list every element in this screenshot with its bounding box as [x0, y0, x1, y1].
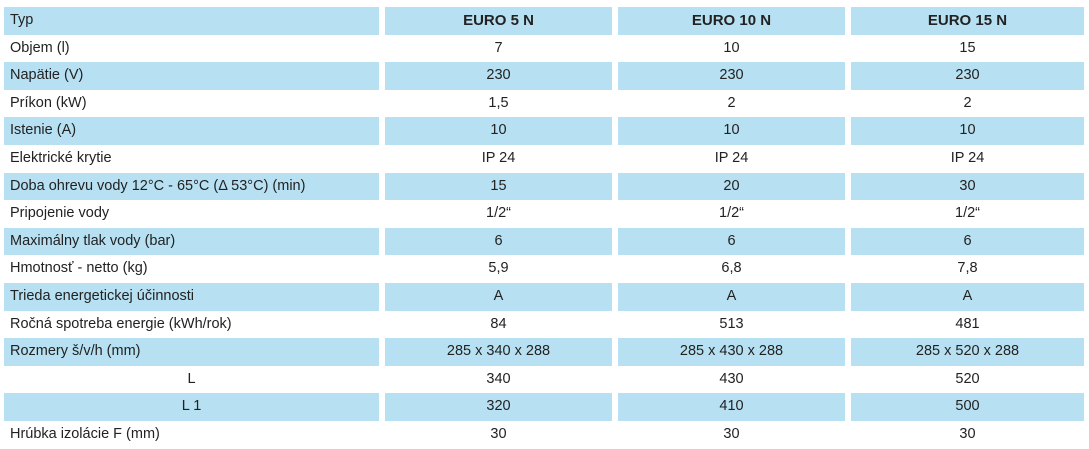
row-label: L	[4, 365, 385, 394]
value-euro-10-n: 230	[618, 62, 851, 90]
value-euro-5-n: 1/2“	[385, 200, 618, 228]
table-row: Trieda energetickej účinnosti A A A	[4, 282, 1084, 311]
row-label: Príkon (kW)	[4, 89, 385, 118]
value-euro-15-n: 15	[959, 39, 976, 56]
value-euro-5-n: 15	[385, 172, 618, 201]
value-euro-15-n: A	[851, 282, 1084, 311]
value-euro-15-n: 230	[851, 62, 1084, 90]
row-label: Doba ohrevu vody 12°C - 65°C (Δ 53°C) (m…	[4, 172, 385, 201]
row-label: Istenie (A)	[4, 117, 385, 145]
value-euro-10-n: 30	[618, 420, 851, 449]
table-row: Istenie (A) 10 10 10	[4, 117, 1084, 145]
value-euro-10-n: A	[618, 282, 851, 311]
row-label: Ročná spotreba energie (kWh/rok)	[4, 310, 385, 339]
value-euro-15-n: 10	[851, 117, 1084, 145]
row-label: Elektrické krytie	[4, 144, 385, 173]
header-model-euro-15-n: EURO 15 N	[851, 7, 1084, 35]
value-euro-5-n: 230	[385, 62, 618, 90]
table-row: Objem (l) 7 10 15	[4, 34, 1084, 63]
value-euro-10-n: 285 x 430 x 288	[618, 338, 851, 366]
table-row: Pripojenie vody 1/2“ 1/2“ 1/2“	[4, 200, 1084, 228]
value-euro-15-n: 6	[851, 227, 1084, 256]
value-euro-10-n: 410	[618, 393, 851, 421]
spec-table: Typ EURO 5 N EURO 10 N EURO 15 N Objem (…	[4, 7, 1084, 449]
value-euro-15-n: 520	[955, 370, 980, 387]
table-row: Elektrické krytie IP 24 IP 24 IP 24	[4, 144, 1084, 173]
spec-table-body: Typ EURO 5 N EURO 10 N EURO 15 N Objem (…	[4, 7, 1084, 449]
value-euro-5-n: 320	[385, 393, 618, 421]
table-row: Hmotnosť - netto (kg) 5,9 6,8 7,8	[4, 255, 1084, 283]
value-euro-15-n: IP 24	[950, 149, 985, 166]
row-label: Objem (l)	[4, 34, 385, 63]
value-euro-15-n: 500	[851, 393, 1084, 421]
value-euro-15-n: 1/2“	[955, 205, 980, 222]
row-label: Hmotnosť - netto (kg)	[4, 255, 385, 283]
value-euro-5-n: 5,9	[385, 255, 618, 283]
value-euro-10-n: 10	[618, 34, 851, 63]
value-euro-10-n: 6	[618, 227, 851, 256]
value-euro-15-n: 30	[851, 172, 1084, 201]
value-euro-5-n: 1,5	[385, 89, 618, 118]
header-label-cell: Typ	[4, 7, 385, 35]
row-label: Maximálny tlak vody (bar)	[4, 227, 385, 256]
table-row: Príkon (kW) 1,5 2 2	[4, 89, 1084, 118]
value-euro-10-n: IP 24	[618, 144, 851, 173]
value-euro-5-n: IP 24	[385, 144, 618, 173]
value-euro-15-n: 285 x 520 x 288	[851, 338, 1084, 366]
value-euro-10-n: 20	[618, 172, 851, 201]
row-label: Hrúbka izolácie F (mm)	[4, 420, 385, 449]
value-euro-10-n: 2	[618, 89, 851, 118]
value-euro-10-n: 10	[618, 117, 851, 145]
row-label: Napätie (V)	[4, 62, 385, 90]
value-euro-10-n: 6,8	[618, 255, 851, 283]
table-row: Ročná spotreba energie (kWh/rok) 84 513 481	[4, 310, 1084, 339]
value-euro-5-n: 7	[385, 34, 618, 63]
value-euro-5-n: 84	[385, 310, 618, 339]
row-label: Trieda energetickej účinnosti	[4, 282, 385, 311]
table-row: L 340 430 520	[4, 365, 1084, 394]
value-euro-5-n: 10	[385, 117, 618, 145]
table-header-row: Typ EURO 5 N EURO 10 N EURO 15 N	[4, 7, 1084, 35]
table-row: Rozmery š/v/h (mm) 285 x 340 x 288 285 x 4…	[4, 338, 1084, 366]
header-model-euro-10-n: EURO 10 N	[618, 7, 851, 35]
value-euro-15-n: 481	[955, 315, 980, 332]
table-row: Hrúbka izolácie F (mm) 30 30 30	[4, 420, 1084, 449]
row-label: L 1	[4, 393, 385, 421]
value-euro-15-n: 30	[959, 425, 976, 442]
value-euro-5-n: 285 x 340 x 288	[385, 338, 618, 366]
value-euro-5-n: 30	[385, 420, 618, 449]
value-euro-5-n: 6	[385, 227, 618, 256]
row-label: Pripojenie vody	[4, 200, 385, 228]
table-row: L 1 320 410 500	[4, 393, 1084, 421]
value-euro-15-n: 7,8	[957, 260, 978, 277]
header-model-euro-5-n: EURO 5 N	[385, 7, 618, 35]
table-row: Maximálny tlak vody (bar) 6 6 6	[4, 227, 1084, 256]
table-row: Doba ohrevu vody 12°C - 65°C (Δ 53°C) (m…	[4, 172, 1084, 201]
value-euro-5-n: 340	[385, 365, 618, 394]
value-euro-10-n: 513	[618, 310, 851, 339]
value-euro-10-n: 430	[618, 365, 851, 394]
row-label: Rozmery š/v/h (mm)	[4, 338, 385, 366]
value-euro-15-n: 2	[963, 94, 972, 111]
value-euro-10-n: 1/2“	[618, 200, 851, 228]
table-row: Napätie (V) 230 230 230	[4, 62, 1084, 90]
value-euro-5-n: A	[385, 282, 618, 311]
